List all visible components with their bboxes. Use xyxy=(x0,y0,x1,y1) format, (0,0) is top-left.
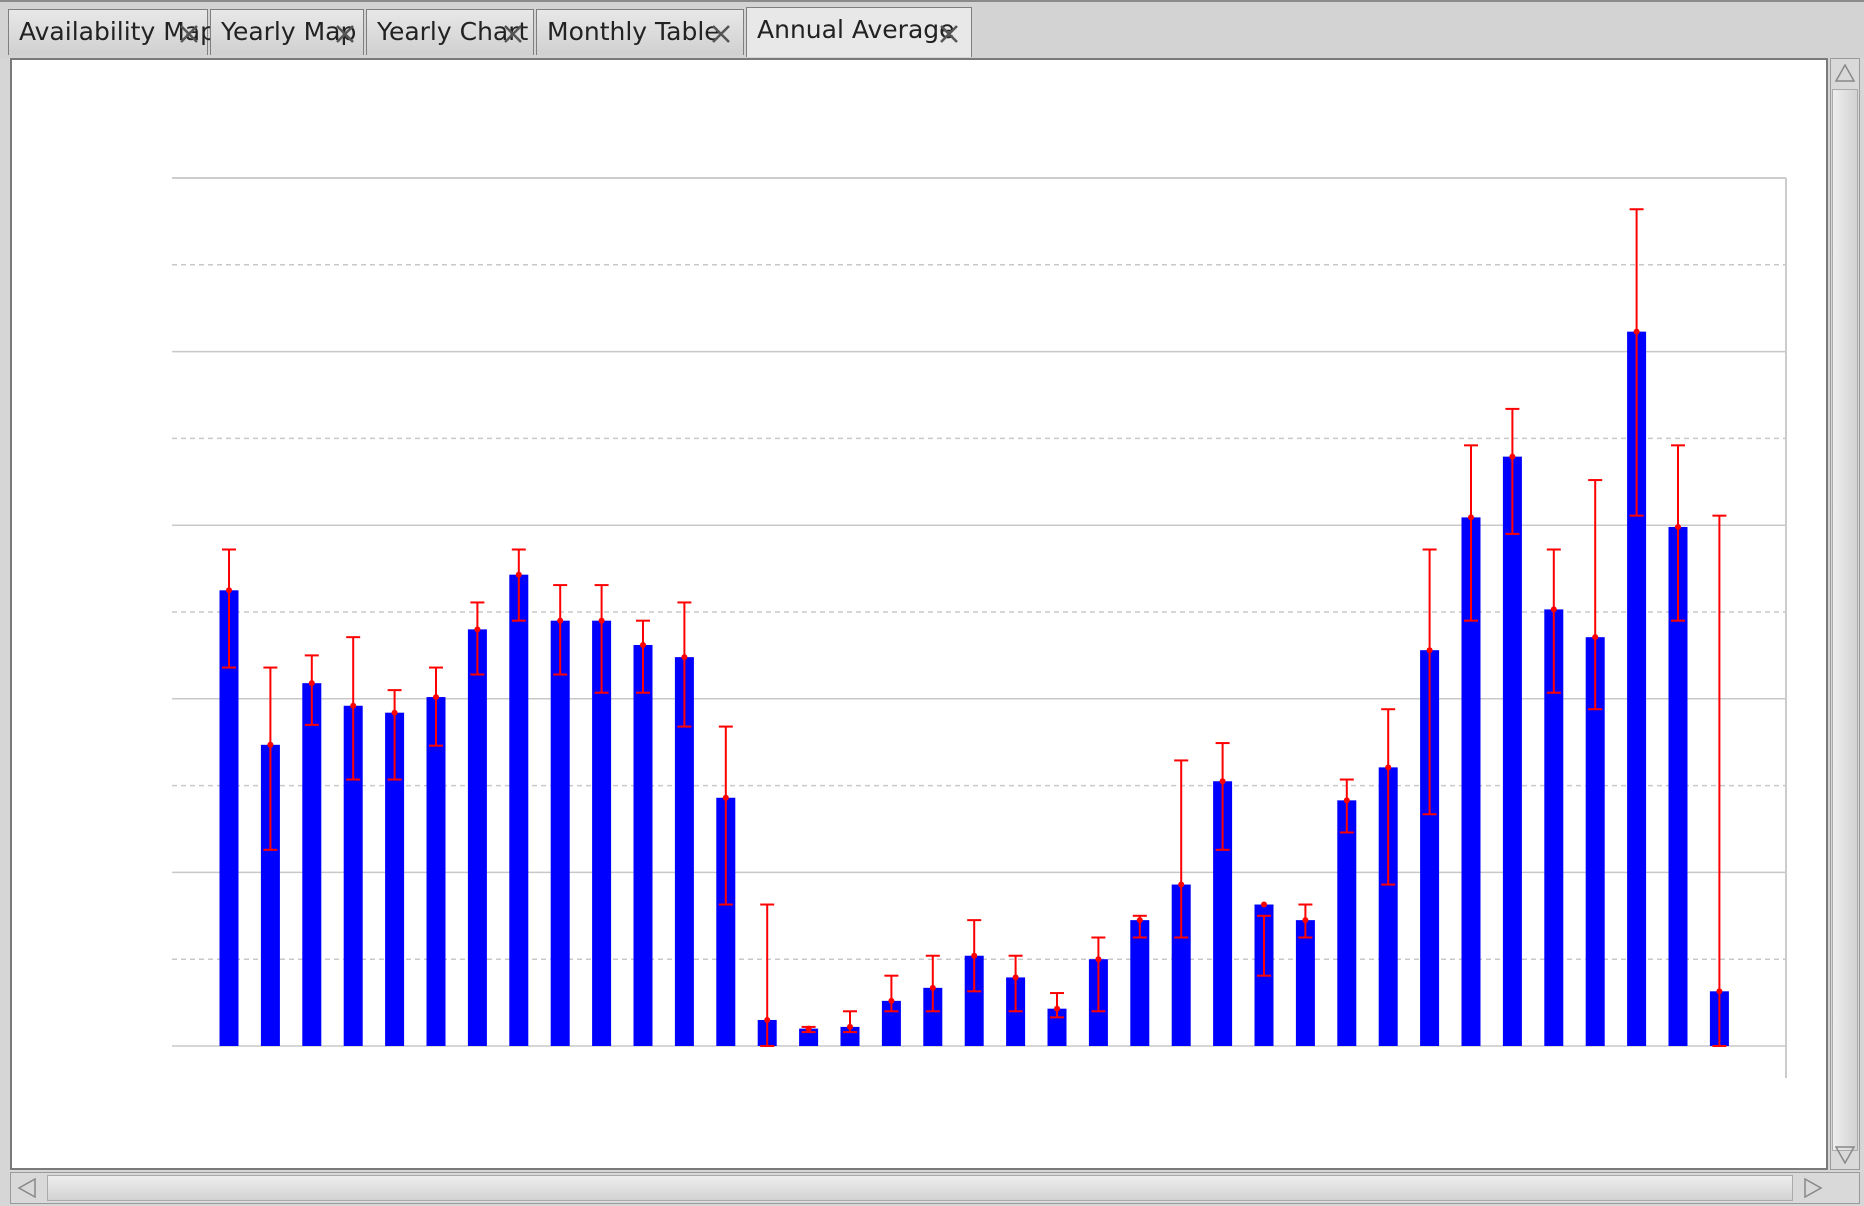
bar xyxy=(260,744,280,1046)
mean-marker xyxy=(1716,988,1723,995)
bar xyxy=(1420,650,1440,1046)
bar xyxy=(716,797,736,1046)
tab-monthly-table[interactable]: Monthly Table xyxy=(536,9,744,55)
mean-marker xyxy=(1675,523,1681,530)
arrow-left-icon[interactable] xyxy=(15,1176,39,1200)
close-icon[interactable] xyxy=(501,22,525,46)
mean-marker xyxy=(226,587,232,594)
mean-marker xyxy=(640,641,646,648)
tab-bar: Availability Map Yearly Map Yearly Chart… xyxy=(0,0,1864,58)
mean-marker xyxy=(888,997,895,1004)
bar xyxy=(1171,884,1191,1046)
mean-marker xyxy=(1095,956,1102,963)
bar xyxy=(1585,637,1605,1046)
mean-marker xyxy=(391,709,398,716)
bar xyxy=(964,955,984,1046)
vertical-scroll-thumb[interactable] xyxy=(1832,89,1858,1151)
bar xyxy=(426,697,446,1046)
bar xyxy=(550,620,570,1046)
arrow-up-icon[interactable] xyxy=(1833,61,1857,85)
bar xyxy=(1295,920,1315,1046)
mean-marker xyxy=(1426,647,1433,654)
tab-label: Monthly Table xyxy=(547,17,720,46)
close-icon[interactable] xyxy=(333,22,357,46)
bar xyxy=(1627,331,1647,1046)
mean-marker xyxy=(1509,453,1516,460)
tab-label: Annual Average xyxy=(757,15,955,44)
chart-panel xyxy=(10,58,1828,1170)
bar xyxy=(1378,767,1398,1046)
mean-marker xyxy=(350,702,357,709)
tab-annual-average[interactable]: Annual Average xyxy=(746,7,972,57)
mean-marker xyxy=(1012,974,1019,981)
mean-marker xyxy=(1385,764,1392,771)
arrow-down-icon[interactable] xyxy=(1833,1143,1857,1167)
mean-marker xyxy=(1178,881,1185,888)
mean-marker xyxy=(971,952,978,959)
bar xyxy=(674,657,694,1046)
mean-marker xyxy=(1054,1005,1060,1012)
mean-marker xyxy=(722,794,729,801)
arrow-right-icon[interactable] xyxy=(1801,1176,1825,1200)
tab-label: Yearly Map xyxy=(221,17,357,46)
annual-average-chart xyxy=(172,177,1787,1078)
mean-marker xyxy=(1550,606,1557,613)
close-icon[interactable] xyxy=(709,22,733,46)
mean-marker xyxy=(1343,797,1350,804)
bar xyxy=(1130,920,1150,1046)
bar xyxy=(1502,456,1522,1046)
horizontal-scroll-thumb[interactable] xyxy=(47,1175,1793,1201)
mean-marker xyxy=(1302,917,1309,924)
bar xyxy=(302,683,322,1046)
mean-marker xyxy=(1136,917,1143,924)
mean-marker xyxy=(847,1023,853,1030)
bar xyxy=(1213,781,1233,1046)
mean-marker xyxy=(474,626,481,633)
mean-marker xyxy=(1261,901,1267,908)
bar xyxy=(1544,609,1564,1046)
bar xyxy=(385,712,405,1046)
bar xyxy=(1337,800,1357,1046)
bar xyxy=(1461,517,1481,1046)
close-icon[interactable] xyxy=(177,22,201,46)
bar xyxy=(633,644,653,1046)
bar xyxy=(467,629,487,1046)
mean-marker xyxy=(929,984,936,991)
mean-marker xyxy=(267,741,274,748)
mean-marker xyxy=(433,694,439,701)
mean-marker xyxy=(557,617,564,624)
mean-marker xyxy=(681,654,688,661)
close-icon[interactable] xyxy=(937,22,961,46)
mean-marker xyxy=(1633,328,1640,335)
bar xyxy=(592,620,612,1046)
bar xyxy=(923,987,943,1046)
bar xyxy=(509,574,529,1046)
mean-marker xyxy=(1219,778,1226,785)
horizontal-scrollbar[interactable] xyxy=(10,1172,1860,1204)
tab-label: Yearly Chart xyxy=(377,17,529,46)
mean-marker xyxy=(805,1025,812,1032)
mean-marker xyxy=(1592,634,1599,641)
bar xyxy=(1668,526,1688,1046)
mean-marker xyxy=(764,1016,771,1023)
mean-marker xyxy=(598,617,605,624)
tab-yearly-chart[interactable]: Yearly Chart xyxy=(366,9,534,55)
bar xyxy=(219,590,239,1046)
mean-marker xyxy=(1468,514,1474,521)
tab-yearly-map[interactable]: Yearly Map xyxy=(210,9,364,55)
bar xyxy=(343,705,363,1046)
mean-marker xyxy=(515,571,522,578)
tab-availability-map[interactable]: Availability Map xyxy=(8,9,216,55)
vertical-scrollbar[interactable] xyxy=(1830,58,1860,1170)
mean-marker xyxy=(308,680,315,687)
